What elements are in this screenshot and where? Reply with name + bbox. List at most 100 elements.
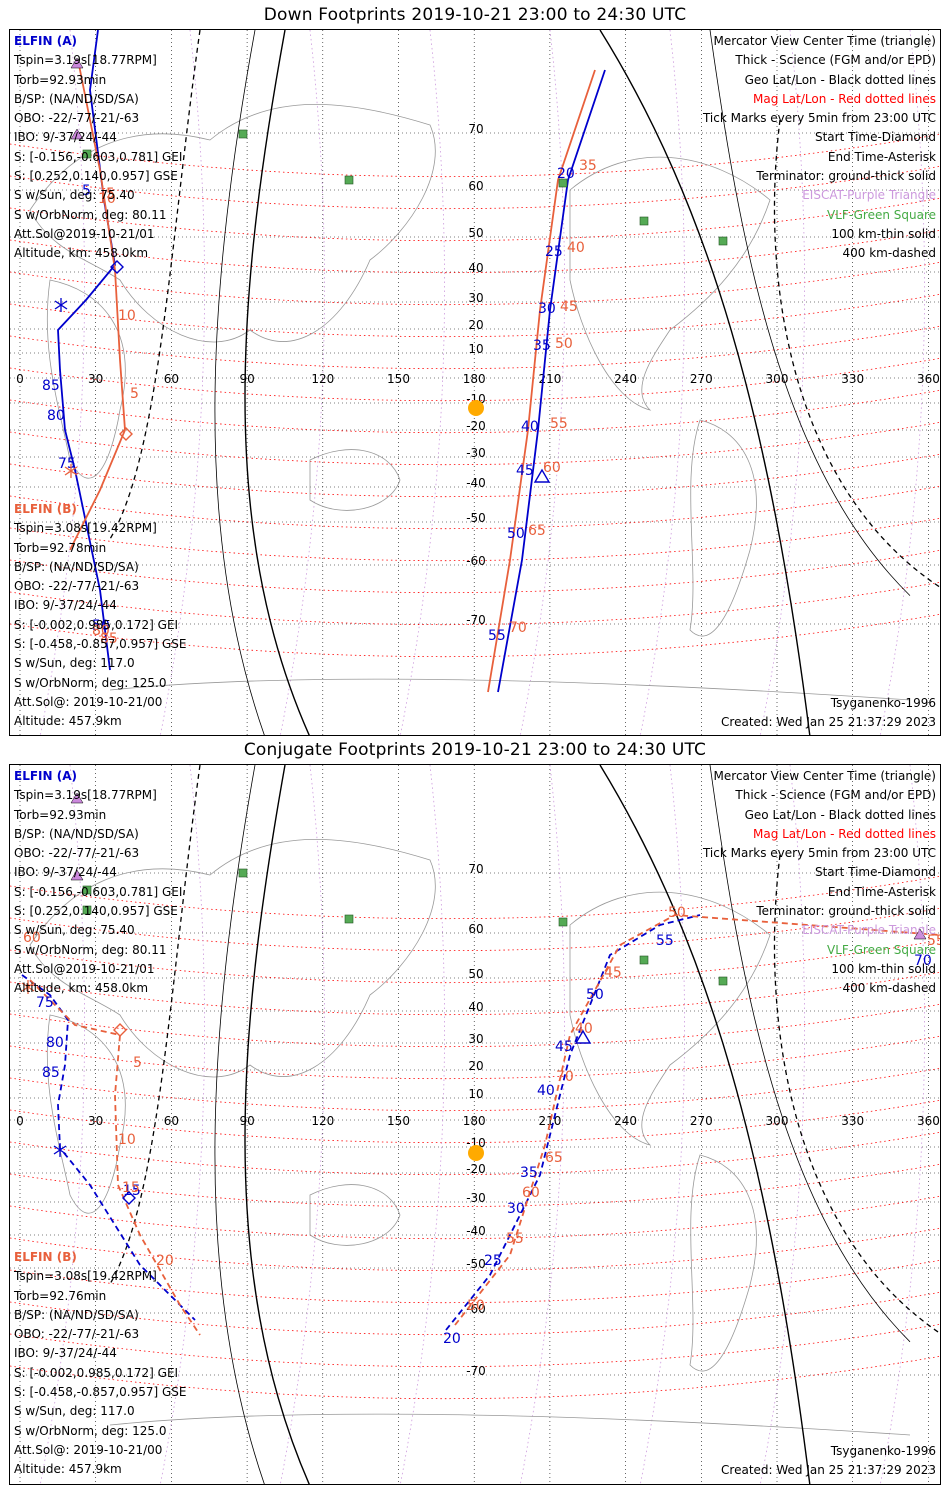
- legend-item: Mercator View Center Time (triangle): [713, 34, 936, 48]
- elfin-b-track-west: [69, 59, 126, 551]
- track-tick-label: 5: [133, 1055, 142, 1071]
- mag-lon-gridline: [519, 30, 565, 735]
- lat-tick-label: 30: [468, 291, 483, 305]
- lon-tick-label: 90: [239, 372, 254, 386]
- lat-tick-label: -30: [466, 446, 486, 460]
- elfin-a-track-east: [445, 914, 701, 1331]
- mag-lat-gridline: [10, 907, 940, 952]
- elfin-b-line: IBO: 9/-37/24/-44: [14, 598, 117, 613]
- legend-item: End Time-Asterisk: [827, 149, 936, 164]
- lon-tick-label: 360: [917, 372, 940, 386]
- lon-tick-label: 0: [16, 1114, 24, 1128]
- legend-item: Thick - Science (FGM and/or EPD): [735, 53, 936, 68]
- legend-item: Geo Lat/Lon - Black dotted lines: [744, 72, 936, 87]
- mag-lat-gridline: [10, 1355, 940, 1400]
- vlf-station-marker: [82, 885, 92, 895]
- elfin-a-line: Att.Sol@2019-10-21/01: [14, 226, 155, 241]
- legend-item: EISCAT-Purple Triangle: [802, 188, 936, 203]
- elfin-b-line: B/SP: (NA/ND/SD/SA): [14, 559, 139, 574]
- mag-lat-gridline: [10, 1131, 940, 1176]
- elfin-a-line: S w/OrbNorm, deg: 80.11: [14, 942, 167, 957]
- legend-item: Tick Marks every 5min from 23:00 UTC: [702, 846, 936, 861]
- terminator-west: [244, 30, 310, 735]
- vlf-station-marker: [344, 914, 354, 924]
- mag-lon-gridline: [159, 30, 205, 735]
- track-tick-label: 80: [92, 623, 110, 639]
- mag-lon-gridline: [279, 30, 325, 735]
- legend-item: 400 km-dashed: [842, 246, 936, 261]
- lat-tick-label: -20: [466, 1162, 486, 1176]
- mag-lon-gridline: [759, 30, 805, 735]
- lat-tick-label: 10: [468, 1087, 483, 1101]
- lat-tick-label: 40: [468, 261, 483, 275]
- legend-item: Terminator: ground-thick solid: [756, 904, 936, 919]
- lon-tick-label: 240: [614, 372, 637, 386]
- track-tick-label: 65: [545, 1150, 563, 1166]
- lon-tick-label: 330: [841, 372, 864, 386]
- elfin-b-line: S: [-0.458,-0.857,0.957] GSE: [14, 1385, 187, 1400]
- track-tick-label: 55: [656, 933, 674, 949]
- end-asterisk-marker: [64, 464, 78, 478]
- mag-lon-gridline: [39, 765, 85, 1484]
- lat-tick-label: -60: [466, 554, 486, 568]
- track-tick-label: 50: [92, 618, 110, 634]
- mag-lat-gridline: [10, 261, 940, 306]
- africa-outline: [46, 279, 126, 479]
- mag-lat-gridline: [10, 939, 940, 984]
- elfin-a-line: OBO: -22/-77/-21/-63: [14, 846, 140, 861]
- track-tick-label: 55: [550, 416, 568, 432]
- end-asterisk-marker: [53, 1143, 67, 1157]
- start-diamond-marker: [122, 1191, 136, 1205]
- start-diamond-marker: [113, 1023, 127, 1037]
- map-canvas-1: 0 30 60 90 120 150 180 210 240 270 300 330 360706050…: [10, 30, 940, 735]
- eiscat-marker: [70, 128, 84, 140]
- lat-tick-label: -20: [466, 419, 486, 433]
- elfin-b-line: Tspin=3.08s[19.42RPM]: [14, 521, 157, 536]
- elfin-a-line: S w/OrbNorm, deg: 80.11: [14, 207, 167, 222]
- legend-item: Thick - Science (FGM and/or EPD): [735, 788, 936, 803]
- elfin-a-info-1: ELFIN (A) Tspin=3.19s[18.77RPM] Torb=92.…: [14, 32, 182, 264]
- track-tick-label: 15: [122, 1180, 140, 1196]
- lat-tick-label: -50: [466, 1257, 486, 1271]
- lon-tick-label: 60: [164, 1114, 179, 1128]
- legend-item: 100 km-thin solid: [831, 226, 936, 241]
- elfin-b-line: Torb=92.76min: [14, 1288, 107, 1303]
- elfin-b-line: S: [-0.002,0.985,0.172] GEI: [14, 617, 179, 632]
- track-tick-label: 20: [156, 1253, 174, 1269]
- elfin-b-line: OBO: -22/-77/-21/-63: [14, 579, 140, 594]
- model-name: Tsyganenko-1996: [830, 696, 936, 710]
- mag-lat-gridline: [10, 229, 940, 274]
- lon-tick-label: 330: [841, 1114, 864, 1128]
- lat-tick-label: 60: [468, 922, 483, 936]
- track-tick-label: 50: [555, 336, 573, 352]
- track-tick-label: 65: [528, 523, 546, 539]
- mag-lat-gridline: [10, 1291, 940, 1336]
- center-time-triangle: [533, 468, 551, 483]
- elfin-a-line: Att.Sol@2019-10-21/01: [14, 961, 155, 976]
- lon-tick-label: 150: [387, 372, 410, 386]
- terminator-west: [244, 765, 310, 1484]
- lon-tick-label: 0: [16, 372, 24, 386]
- mag-lat-gridline: [10, 517, 940, 562]
- eiscat-marker: [70, 792, 84, 804]
- track-tick-label: 10: [118, 1132, 136, 1148]
- track-tick-label: 15: [123, 1183, 141, 1199]
- map-canvas-2: 0 30 60 90 120 150 180 210 240 270 300 330 360706050…: [10, 765, 940, 1484]
- track-tick-label: 20: [443, 1331, 461, 1347]
- lat-tick-label: 70: [468, 862, 483, 876]
- mag-lat-gridline: [10, 421, 940, 466]
- north-america-outline: [569, 156, 771, 411]
- legend-item: End Time-Asterisk: [827, 884, 936, 899]
- mag-lat-gridline: [10, 1003, 940, 1048]
- model-credit-1: Tsyganenko-1996 Created: Wed Jan 25 21:3…: [721, 694, 936, 732]
- track-tick-label: 5: [106, 186, 115, 202]
- mag-lon-gridline: [279, 765, 325, 1484]
- legend-item: Tick Marks every 5min from 23:00 UTC: [702, 111, 936, 126]
- elfin-a-line: S: [-0.156,-0.603,0.781] GEI: [14, 884, 183, 899]
- terminator-west-100km: [214, 765, 265, 1484]
- elfin-b-line: B/SP: (NA/ND/SD/SA): [14, 1307, 139, 1322]
- mag-lat-gridline: [10, 549, 940, 594]
- elfin-a-line: Altitude, km: 458.0km: [14, 981, 149, 996]
- lon-tick-label: 270: [690, 1114, 713, 1128]
- eiscat-marker: [70, 869, 84, 881]
